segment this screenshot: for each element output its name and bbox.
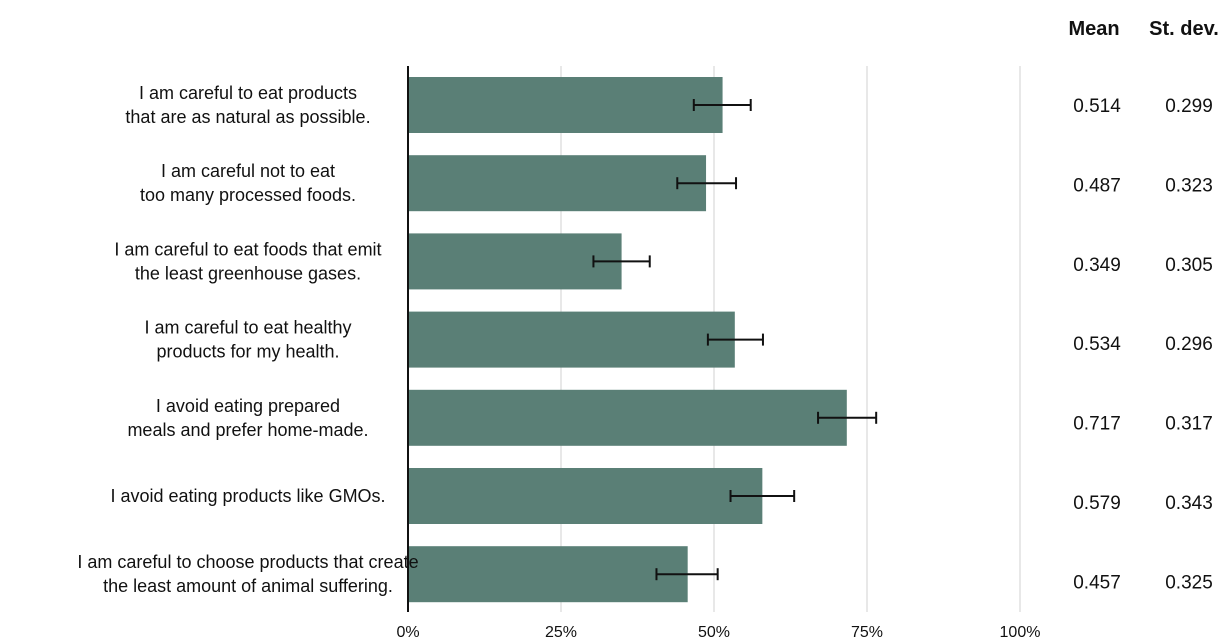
stdev-value: 0.296: [1165, 334, 1213, 355]
mean-value: 0.349: [1073, 255, 1121, 276]
x-tick-label: 75%: [851, 624, 883, 641]
mean-value: 0.534: [1073, 334, 1121, 355]
category-label-line: products for my health.: [156, 342, 339, 362]
mean-header: Mean: [1068, 18, 1119, 40]
stdev-value: 0.323: [1165, 175, 1213, 196]
category-label-line: I am careful to choose products that cre…: [77, 552, 418, 572]
bar: [408, 311, 735, 368]
category-label-line: I avoid eating products like GMOs.: [110, 486, 385, 506]
category-labels: I am careful to eat products that are as …: [77, 83, 418, 596]
category-label-line: I am careful not to eat: [161, 161, 335, 181]
category-label-line: I am careful to eat foods that emit: [114, 239, 381, 259]
stdev-header: St. dev.: [1149, 18, 1219, 40]
category-label-line: I am careful to eat products: [139, 83, 357, 103]
bar: [408, 233, 622, 290]
category-label-line: that are as natural as possible.: [125, 107, 370, 127]
category-label: I am careful to eat foods that emit the l…: [114, 239, 381, 283]
stdev-value: 0.299: [1165, 96, 1213, 117]
category-label-line: the least amount of animal suffering.: [103, 576, 393, 596]
bar: [408, 155, 707, 212]
stdev-value: 0.343: [1165, 493, 1213, 514]
mean-value: 0.579: [1073, 493, 1121, 514]
bar: [408, 77, 723, 133]
category-label-line: I avoid eating prepared: [156, 396, 340, 416]
category-label-line: too many processed foods.: [140, 185, 356, 205]
bar: [408, 468, 763, 524]
bars: [408, 77, 878, 603]
category-label-line: meals and prefer home-made.: [127, 420, 368, 440]
category-label: I am careful not to eat too many processe…: [140, 161, 356, 205]
mean-value: 0.514: [1073, 96, 1121, 117]
x-tick-label: 25%: [545, 624, 577, 641]
category-label: I am careful to choose products that cre…: [77, 552, 418, 596]
bar: [408, 546, 688, 603]
stdev-value: 0.305: [1165, 255, 1213, 276]
x-tick-label: 100%: [1000, 624, 1041, 641]
stats-table: 0.514 0.299 0.487 0.323 0.349 0.305 0.534 0.296…: [1068, 18, 1218, 593]
mean-value: 0.487: [1073, 175, 1121, 196]
x-tick-label: 0%: [396, 624, 419, 641]
bar: [408, 389, 847, 446]
category-label-line: I am careful to eat healthy: [144, 318, 351, 338]
x-tick-label: 50%: [698, 624, 730, 641]
category-label-line: the least greenhouse gases.: [135, 263, 361, 283]
category-label: I avoid eating products like GMOs.: [110, 486, 385, 506]
category-label: I am careful to eat products that are as …: [125, 83, 370, 127]
x-tick-labels: 0% 25% 50% 75% 100%: [396, 624, 1040, 641]
category-label: I am careful to eat healthy products for …: [144, 318, 351, 362]
stdev-value: 0.317: [1165, 414, 1213, 435]
mean-value: 0.717: [1073, 414, 1121, 435]
mean-value: 0.457: [1073, 572, 1121, 593]
stdev-value: 0.325: [1165, 572, 1213, 593]
category-label: I avoid eating prepared meals and prefer …: [127, 396, 368, 440]
